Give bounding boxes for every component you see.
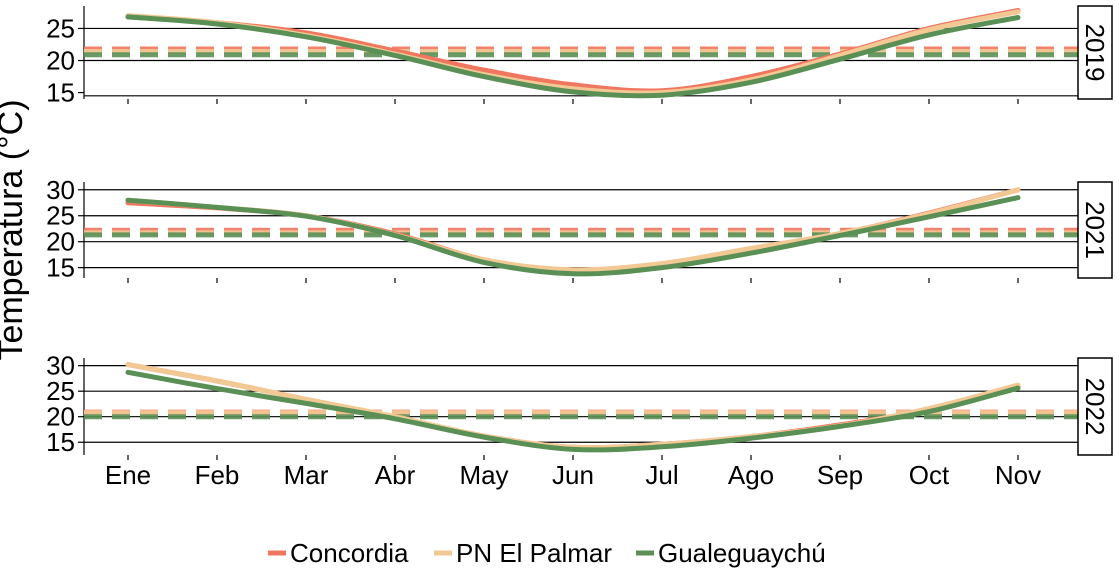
y-tick-label: 20	[46, 402, 75, 432]
y-tick-label: 20	[46, 46, 75, 76]
series-line	[125, 195, 1021, 277]
y-tick-label: 20	[46, 227, 75, 257]
strip-label: 2021	[1080, 201, 1110, 259]
x-tick-label: Ago	[728, 460, 774, 490]
y-tick-label: 15	[46, 427, 75, 457]
legend-label: PN El Palmar	[456, 538, 612, 568]
x-tick-label: May	[459, 460, 508, 490]
series-line	[125, 362, 1021, 451]
y-tick-label: 30	[46, 175, 75, 205]
legend-label: Concordia	[290, 538, 409, 568]
y-axis-title: Temperatura (°C)	[0, 99, 30, 360]
series-line	[125, 362, 1021, 451]
x-tick-label: Mar	[284, 460, 329, 490]
y-tick-label: 25	[46, 201, 75, 231]
x-tick-label: Abr	[375, 460, 416, 490]
legend-label: Gualeguaychú	[658, 538, 826, 568]
strip-box	[1077, 5, 1113, 100]
y-tick-label: 25	[46, 376, 75, 406]
y-tick-label: 25	[46, 13, 75, 43]
series-line	[125, 14, 1021, 99]
y-tick-label: 15	[46, 78, 75, 108]
strip-box	[1077, 181, 1113, 279]
strip-label: 2019	[1080, 24, 1110, 82]
series-line	[125, 369, 1021, 453]
strip-label: 2022	[1080, 378, 1110, 436]
y-tick-label: 15	[46, 253, 75, 283]
x-tick-label: Jul	[645, 460, 678, 490]
strip-box	[1077, 357, 1113, 456]
x-tick-label: Feb	[195, 460, 240, 490]
legend: Concordia PN El Palmar Gualeguaychú	[268, 538, 826, 568]
x-tick-label: Jun	[552, 460, 594, 490]
y-tick-label: 30	[46, 351, 75, 381]
x-tick-label: Nov	[995, 460, 1041, 490]
x-tick-label: Sep	[817, 460, 863, 490]
x-tick-label: Oct	[909, 460, 950, 490]
x-tick-label: Ene	[105, 460, 151, 490]
